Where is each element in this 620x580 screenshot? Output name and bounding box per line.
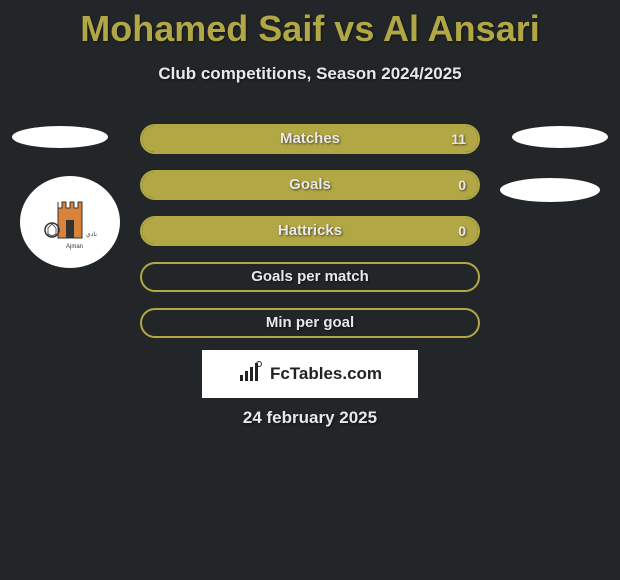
branding-text: FcTables.com — [270, 364, 382, 384]
stat-value: 0 — [458, 218, 466, 244]
club-logo-left: نادي Ajman — [20, 176, 120, 268]
stat-row-goals: Goals 0 — [140, 170, 480, 200]
svg-text:نادي: نادي — [86, 231, 97, 238]
chart-icon — [238, 361, 264, 388]
page-title: Mohamed Saif vs Al Ansari — [0, 0, 620, 50]
stat-row-hattricks: Hattricks 0 — [140, 216, 480, 246]
stat-value: 11 — [451, 126, 466, 152]
subtitle: Club competitions, Season 2024/2025 — [0, 64, 620, 84]
stat-value: 0 — [458, 172, 466, 198]
stats-container: Matches 11 Goals 0 Hattricks 0 Goals per… — [140, 124, 480, 354]
oval-decoration-top-left — [12, 126, 108, 148]
stat-label: Goals — [142, 172, 478, 198]
stat-row-min-per-goal: Min per goal — [140, 308, 480, 338]
club-logo-image: نادي Ajman — [38, 190, 102, 254]
stat-row-matches: Matches 11 — [140, 124, 480, 154]
svg-text:Ajman: Ajman — [66, 244, 83, 250]
oval-decoration-right — [500, 178, 600, 202]
oval-decoration-top-right — [512, 126, 608, 148]
stat-label: Matches — [142, 126, 478, 152]
date-text: 24 february 2025 — [0, 408, 620, 428]
branding-box[interactable]: FcTables.com — [202, 350, 418, 398]
stat-label: Min per goal — [142, 310, 478, 336]
stat-row-goals-per-match: Goals per match — [140, 262, 480, 292]
stat-label: Goals per match — [142, 264, 478, 290]
stat-label: Hattricks — [142, 218, 478, 244]
